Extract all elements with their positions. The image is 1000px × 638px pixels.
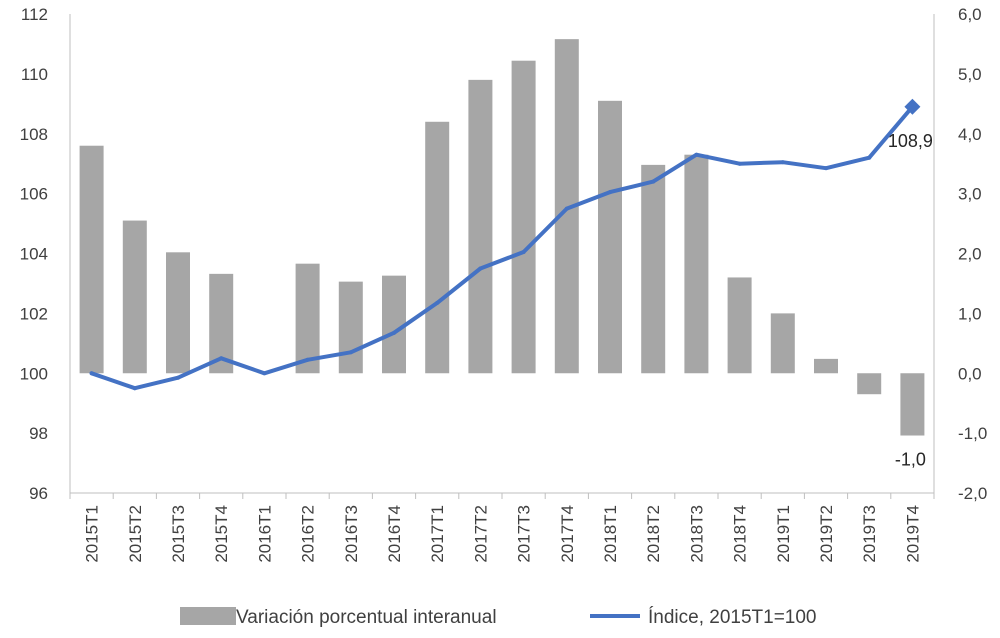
x-tick-label: 2018T4 — [731, 505, 750, 563]
legend-label-line: Índice, 2015T1=100 — [648, 607, 817, 628]
bar-2015T1 — [79, 145, 104, 374]
line-point-2015T1 — [89, 371, 94, 376]
line-point-2017T1 — [435, 300, 440, 305]
bar-2016T4 — [382, 275, 406, 374]
y-right-tick-label: 6,0 — [958, 5, 982, 24]
bar-2017T1 — [425, 121, 450, 374]
legend-swatch-bars — [180, 607, 236, 625]
last-point-marker — [904, 98, 921, 115]
y-left-tick-label: 108 — [20, 125, 48, 144]
y-right-tick-label: 1,0 — [958, 304, 982, 323]
y-left-tick-label: 112 — [21, 5, 48, 24]
y-left-tick-label: 104 — [20, 245, 48, 264]
x-tick-label: 2018T2 — [644, 505, 663, 563]
x-tick-label: 2015T1 — [83, 505, 102, 563]
line-point-2017T4 — [564, 206, 569, 211]
bar-2018T2 — [641, 164, 666, 374]
annotations: 108,9 -1,0 — [888, 131, 933, 470]
bar-2016T2 — [295, 263, 320, 374]
bar-2018T1 — [598, 100, 622, 374]
line-point-2015T2 — [132, 386, 137, 391]
x-tick-label: 2019T2 — [817, 505, 836, 563]
x-tick-label: 2015T3 — [169, 505, 188, 563]
line-point-2019T2 — [824, 166, 828, 171]
line-point-2017T2 — [478, 266, 483, 271]
y-left-tick-label: 110 — [21, 65, 48, 84]
line-point-2019T1 — [780, 160, 785, 165]
y-right-tick-label: 0,0 — [958, 364, 982, 383]
legend: Variación porcentual interanual Índice, 2… — [180, 607, 817, 628]
x-tick-label: 2015T4 — [212, 505, 231, 563]
y-right-tick-label: -1,0 — [958, 424, 987, 443]
y-right-tick-label: 5,0 — [958, 65, 982, 84]
bar-2019T3 — [857, 373, 882, 395]
x-tick-label: 2017T3 — [515, 505, 534, 563]
bar-2018T3 — [684, 154, 709, 374]
bar-2017T2 — [468, 79, 493, 374]
bar-2019T2 — [814, 358, 838, 374]
line-point-2018T2 — [651, 179, 656, 184]
x-tick-label: 2019T3 — [860, 505, 879, 563]
y-left-tick-label: 106 — [20, 185, 48, 204]
x-tick-label: 2016T4 — [385, 505, 404, 563]
bar-2019T1 — [770, 313, 795, 374]
x-tick-label: 2016T3 — [342, 505, 361, 563]
x-tick-label: 2019T1 — [774, 505, 793, 563]
x-tick-label: 2016T1 — [255, 505, 274, 563]
line-point-2019T3 — [867, 155, 872, 160]
line-point-2015T4 — [219, 356, 224, 361]
line-point-2016T3 — [348, 350, 353, 355]
data-label-index-last: 108,9 — [888, 131, 933, 151]
tick-labels: 96 98 100 102 104 106 108 110 112 -2,0 -1,0 0,0 1,0 2… — [20, 5, 988, 563]
y-right-tick-label: 3,0 — [958, 185, 982, 204]
y-right-tick-label: 4,0 — [958, 125, 982, 144]
line-point-2018T1 — [608, 190, 612, 195]
bar-2017T3 — [511, 60, 536, 374]
bar-2015T2 — [122, 220, 147, 374]
line-series — [89, 98, 921, 391]
y-left-tick-label: 98 — [29, 424, 48, 443]
bar-2018T4 — [727, 277, 752, 374]
x-tick-label: 2015T2 — [126, 505, 145, 563]
index-line — [89, 104, 915, 391]
line-point-2017T3 — [521, 250, 526, 255]
bar-series — [79, 39, 925, 436]
y-left-tick-label: 102 — [20, 304, 48, 323]
bar-2016T3 — [338, 281, 363, 374]
legend-label-bars: Variación porcentual interanual — [236, 607, 497, 628]
data-label-bar-last: -1,0 — [895, 450, 926, 470]
x-tick-label: 2019T4 — [903, 505, 922, 563]
y-left-tick-label: 100 — [20, 364, 48, 383]
y-right-tick-label: -2,0 — [958, 484, 987, 503]
line-point-2018T3 — [694, 152, 699, 157]
line-point-2018T4 — [737, 161, 742, 166]
line-point-2016T2 — [305, 357, 310, 362]
y-left-tick-label: 96 — [29, 484, 48, 503]
x-tick-label: 2017T1 — [428, 505, 447, 563]
line-point-2016T1 — [262, 371, 267, 376]
axes — [69, 14, 935, 499]
line-point-2015T3 — [176, 375, 180, 380]
y-right-tick-label: 2,0 — [958, 245, 982, 264]
bar-2019T4 — [900, 373, 925, 436]
bar-2015T3 — [166, 252, 190, 374]
x-tick-label: 2017T2 — [471, 505, 490, 563]
x-tick-label: 2018T3 — [687, 505, 706, 563]
x-tick-label: 2017T4 — [558, 505, 577, 563]
line-point-2016T4 — [392, 330, 396, 335]
x-tick-label: 2016T2 — [299, 505, 318, 563]
x-tick-label: 2018T1 — [601, 505, 620, 563]
